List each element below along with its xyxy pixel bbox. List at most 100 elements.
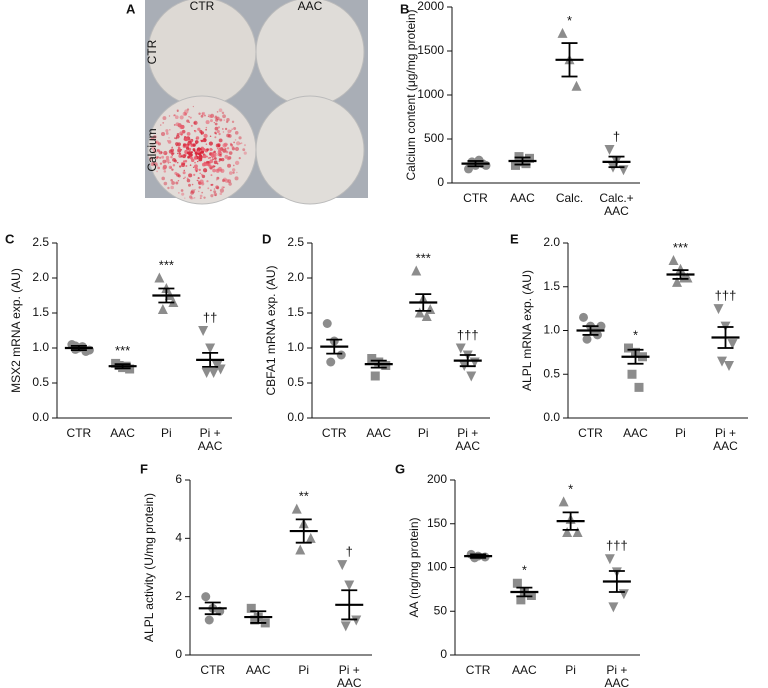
x-tick-label: Calc. [556,191,583,205]
speckle [162,159,167,164]
y-tick-label: 0 [437,175,444,189]
speckle [204,114,206,117]
speckle [218,158,222,161]
speckle [199,154,202,158]
speckle [215,118,219,122]
speckle [159,124,162,126]
data-point [208,368,219,378]
well [255,95,365,205]
speckle [216,129,220,134]
x-tick-label: Pi [298,663,309,677]
speckle [184,176,186,179]
speckle [197,127,201,131]
speckle [191,183,194,186]
speckle [207,157,210,159]
data-point [724,361,734,371]
speckle [202,154,207,159]
speckle [202,168,208,173]
speckle [190,144,192,147]
speckle [209,135,212,138]
speckle [185,165,188,168]
speckle [234,160,240,166]
speckle [218,108,223,113]
x-tick-label: AAC [512,663,537,677]
speckle [228,151,233,155]
data-point [604,554,615,565]
speckle [171,181,175,185]
speckle [228,134,232,138]
speckle [230,143,233,147]
speckle [170,148,175,153]
data-point [572,527,583,537]
x-tick-label: Pi [418,426,429,440]
speckle [180,189,184,192]
speckle [228,182,232,186]
significance-label: * [567,13,572,28]
data-point [713,304,724,315]
speckle [160,151,163,154]
speckle [216,162,219,165]
speckle [196,147,201,152]
speckle [177,148,182,153]
speckle [236,171,238,174]
speckle [200,114,204,118]
speckle [209,189,212,192]
speckle [233,141,236,144]
speckle [156,170,158,173]
speckle [169,161,171,164]
speckle [161,155,165,159]
speckle [191,158,195,163]
x-tick-label: CTR [466,663,491,677]
speckle [192,166,195,168]
speckle [192,143,196,147]
row-label: Calcium [145,128,159,171]
data-point [596,321,606,331]
speckle [205,143,208,145]
speckle [212,165,215,168]
data-point [305,532,316,543]
speckle [214,136,217,139]
y-tick-label: 2.0 [287,270,304,284]
speckle [213,157,217,160]
speckle [216,110,219,113]
speckle [151,143,154,145]
speckle [193,156,198,160]
data-point [562,527,573,537]
data-point [411,265,422,276]
speckle [186,131,191,136]
x-tick-label: Pi [675,426,686,440]
data-point [466,371,477,382]
panel-letter: G [395,461,405,476]
speckle [181,163,185,168]
speckle [217,126,221,129]
speckle [188,142,190,145]
speckle [209,162,212,164]
speckle [202,137,207,143]
speckle [194,167,199,172]
speckle [189,164,192,166]
speckle [186,119,190,123]
x-tick-label: CTR [67,426,92,440]
speckle [155,164,159,167]
speckle [209,147,213,151]
speckle [210,174,213,177]
y-tick-label: 0.5 [543,366,560,380]
speckle [232,168,236,172]
speckle [165,155,170,160]
speckle [194,130,197,133]
speckle [200,132,202,135]
speckle [231,128,233,130]
speckle [169,128,171,131]
speckle [208,164,212,168]
speckle [234,131,239,135]
data-point [336,350,346,360]
speckle [157,149,160,152]
speckle [221,186,225,189]
speckle [213,160,218,165]
significance-label: *** [416,250,431,265]
y-tick-label: 0 [175,647,182,661]
y-tick-label: 1.5 [287,305,304,319]
speckle [162,166,167,171]
speckle [170,155,173,159]
